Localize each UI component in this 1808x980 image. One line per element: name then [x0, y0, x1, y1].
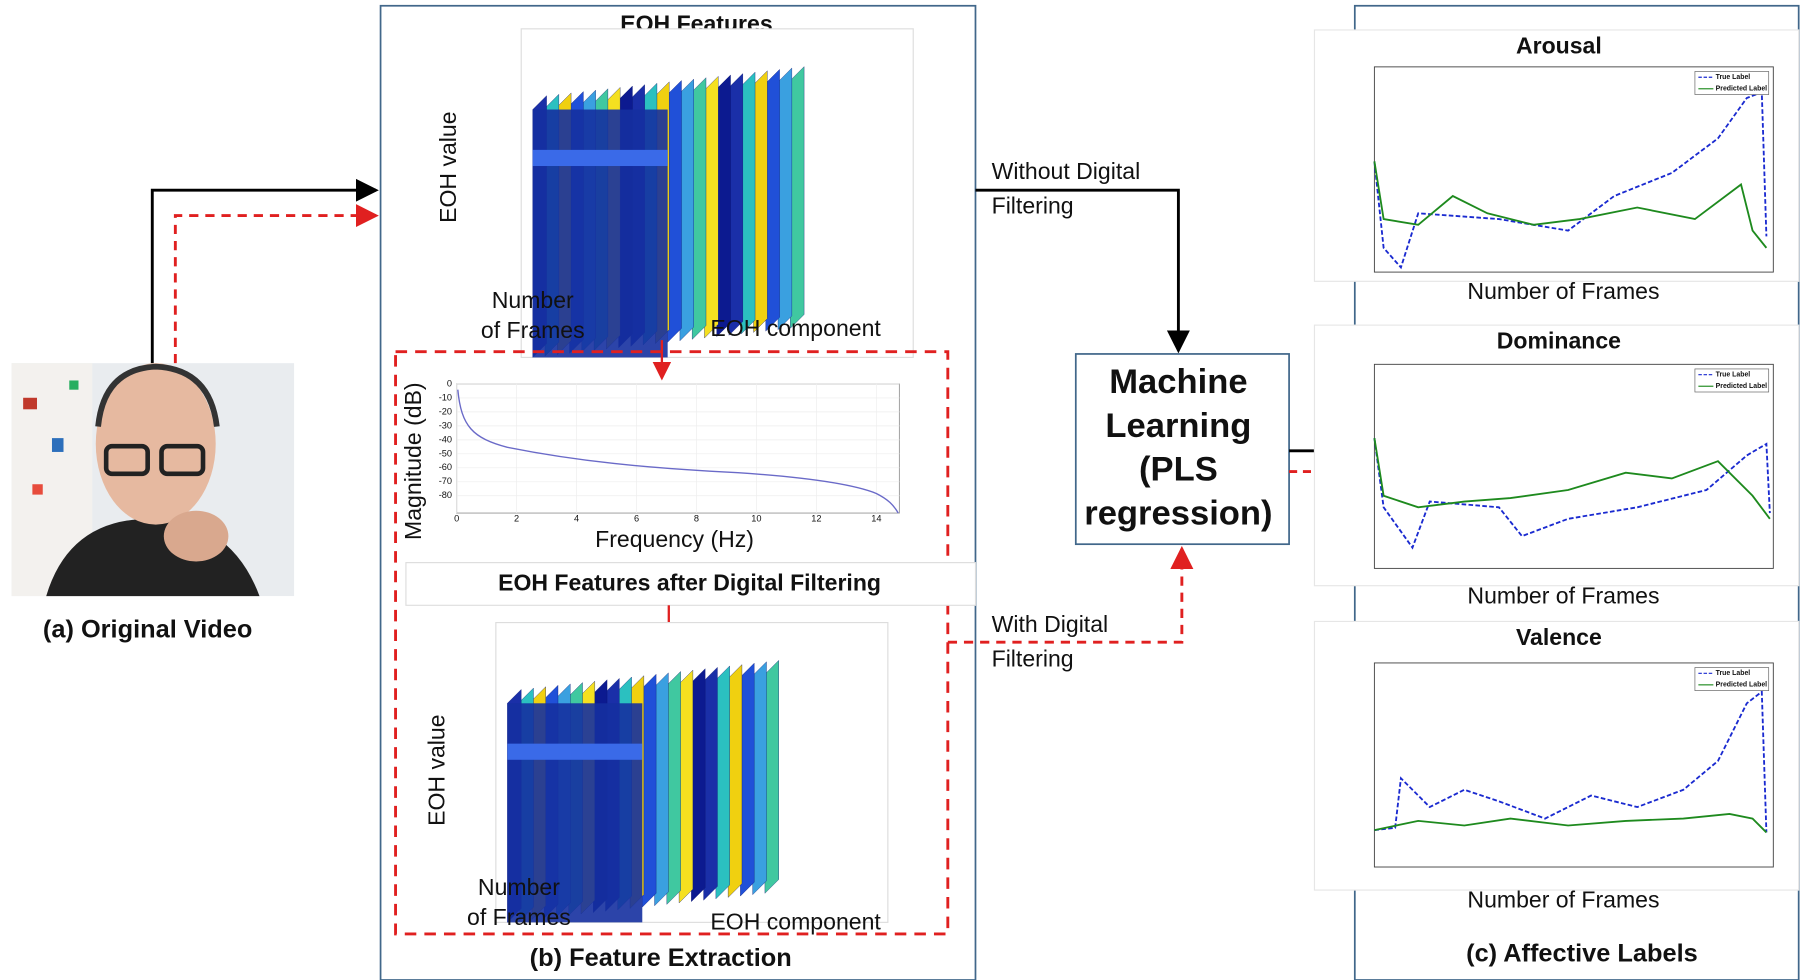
- tick-label: 6: [634, 513, 639, 523]
- slab: [778, 68, 792, 330]
- arrow: [175, 216, 376, 364]
- tick-label: -80: [439, 490, 452, 500]
- axis-label: EOH component: [710, 909, 881, 935]
- slab: [753, 662, 767, 895]
- legend-entry: True Label: [1716, 372, 1751, 379]
- path-label: Without Digital: [992, 158, 1141, 184]
- slab: [691, 669, 705, 902]
- slab: [717, 75, 731, 337]
- axis-label: Number: [478, 874, 560, 900]
- slab: [692, 78, 706, 340]
- tick-label: 10: [751, 513, 761, 523]
- axis-label: Magnitude (dB): [400, 382, 426, 540]
- slab: [741, 72, 755, 334]
- slab: [766, 69, 780, 331]
- axis-label: of Frames: [467, 904, 571, 930]
- legend-entry: Predicted Label: [1716, 86, 1768, 93]
- legend-entry: Predicted Label: [1716, 383, 1768, 390]
- video-frame: [12, 363, 294, 596]
- tick-label: 14: [871, 513, 881, 523]
- tick-label: 4: [574, 513, 579, 523]
- tick-label: -10: [439, 392, 452, 402]
- slab: [790, 67, 804, 329]
- axis-label: Number of Frames: [1467, 887, 1659, 913]
- diagram: (a) Original Video EOH Features EOH valu…: [0, 0, 1808, 980]
- path-label: Filtering: [992, 193, 1074, 219]
- caption: (a) Original Video: [43, 615, 252, 643]
- caption: (c) Affective Labels: [1466, 939, 1698, 967]
- slab: [667, 671, 681, 904]
- tick-label: 8: [694, 513, 699, 523]
- axis-label: Number: [492, 287, 574, 313]
- model-label: Learning: [1105, 407, 1251, 445]
- tick-label: -70: [439, 476, 452, 486]
- slab: [716, 666, 730, 899]
- slab: [704, 76, 718, 338]
- tick-label: -50: [439, 448, 452, 458]
- tick-label: 12: [811, 513, 821, 523]
- axis-label: Number of Frames: [1467, 582, 1659, 608]
- slab: [765, 660, 779, 893]
- legend-entry: Predicted Label: [1716, 682, 1768, 689]
- path-label: With Digital: [992, 611, 1109, 637]
- slab: [668, 80, 682, 342]
- caption: (b) Feature Extraction: [530, 944, 792, 972]
- chart-title: Dominance: [1497, 328, 1621, 354]
- axis-label: Frequency (Hz): [595, 526, 754, 552]
- slab: [740, 663, 754, 896]
- tick-label: 0: [454, 513, 459, 523]
- model-label: (PLS: [1139, 451, 1218, 489]
- slab-band: [533, 150, 668, 166]
- tick-label: -60: [439, 462, 452, 472]
- axis-label: EOH component: [710, 315, 881, 341]
- slab: [680, 79, 694, 341]
- tick-label: -30: [439, 420, 452, 430]
- tick-label: -40: [439, 434, 452, 444]
- slab-band: [507, 744, 642, 760]
- axis-label: of Frames: [481, 317, 585, 343]
- tick-label: 0: [447, 378, 452, 388]
- slab: [655, 673, 669, 906]
- surface-plot: [521, 29, 913, 358]
- plot-area: [1374, 67, 1773, 272]
- slab: [642, 674, 656, 907]
- tick-label: -20: [439, 406, 452, 416]
- slab: [679, 670, 693, 903]
- chart-title: Arousal: [1516, 32, 1602, 58]
- axis-label: EOH value: [435, 111, 461, 222]
- plot-area: [1374, 364, 1773, 568]
- axis-label: EOH value: [423, 714, 449, 825]
- tick-label: 2: [514, 513, 519, 523]
- axis-label: Number of Frames: [1467, 278, 1659, 304]
- chart-title: Valence: [1516, 624, 1602, 650]
- path-label: Filtering: [992, 646, 1074, 672]
- title: EOH Features after Digital Filtering: [498, 570, 881, 596]
- slab: [728, 665, 742, 898]
- label-charts: Arousal True Label Predicted Label Number o…: [1314, 30, 1798, 913]
- legend-entry: True Label: [1716, 74, 1751, 81]
- slab: [704, 667, 718, 900]
- model-label: regression): [1084, 495, 1272, 533]
- slab: [729, 74, 743, 336]
- model-label: Machine: [1109, 363, 1247, 401]
- legend-entry: True Label: [1716, 670, 1751, 677]
- slab: [753, 71, 767, 333]
- filter-plot: [457, 384, 900, 513]
